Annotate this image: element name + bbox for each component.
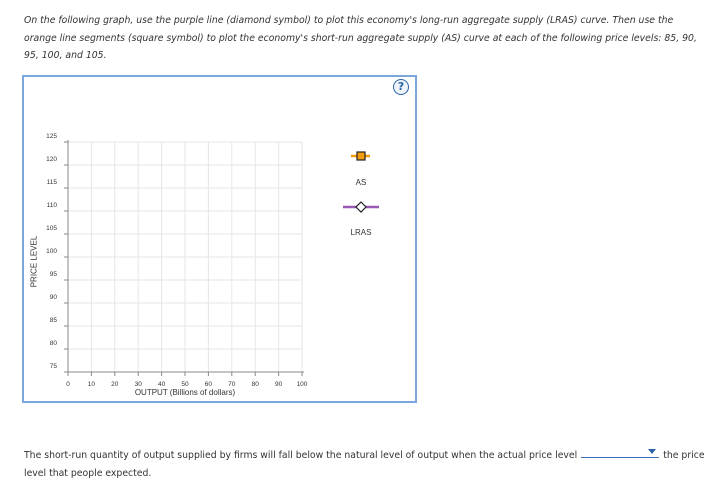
y-axis-label: PRICE LEVEL: [29, 235, 39, 288]
lras-tool-icon[interactable]: [343, 201, 379, 213]
x-tick-label: 40: [158, 381, 166, 388]
y-tick-label: 125: [46, 133, 57, 140]
y-tick-label: 75: [50, 363, 58, 370]
y-tick-label: 110: [47, 202, 58, 209]
grid: [68, 141, 303, 372]
instructions-text: On the following graph, use the purple l…: [24, 15, 697, 61]
x-tick-label: 80: [252, 381, 260, 388]
as-tool-icon[interactable]: [351, 151, 370, 161]
x-axis-label: OUTPUT (Billions of dollars): [134, 388, 236, 397]
x-tick-label: 0: [66, 381, 70, 388]
y-tick-label: 100: [46, 248, 57, 255]
question-text-before: The short-run quantity of output supplie…: [24, 450, 578, 461]
x-tick-label: 10: [88, 381, 96, 388]
axes: [64, 140, 304, 376]
x-tick-label: 50: [181, 381, 189, 388]
graph-panel[interactable]: [22, 75, 417, 403]
price-level-dropdown[interactable]: [581, 445, 660, 458]
y-tick-label: 115: [47, 179, 58, 186]
question-text-after: the price level that people expected.: [24, 450, 705, 479]
legend-label-lras: LRAS: [350, 228, 372, 237]
y-tick-label: 105: [46, 225, 57, 232]
x-tick-label: 60: [205, 381, 213, 388]
y-tick-label: 85: [50, 317, 58, 324]
help-icon[interactable]: ?: [393, 79, 409, 95]
y-tick-label: 80: [50, 340, 58, 347]
y-tick-label: 120: [46, 156, 57, 163]
x-tick-label: 70: [228, 381, 236, 388]
square-marker-icon: [356, 151, 366, 161]
x-tick-label: 90: [275, 381, 283, 388]
x-tick-label: 30: [135, 381, 143, 388]
x-tick-label: 100: [297, 381, 308, 388]
legend-label-as: AS: [355, 178, 367, 187]
y-tick-label: 95: [50, 271, 58, 278]
y-tick-label: 90: [50, 294, 58, 301]
legend: [343, 151, 379, 213]
x-tick-label: 20: [111, 381, 119, 388]
question-text: The short-run quantity of output supplie…: [24, 445, 714, 482]
chevron-down-icon[interactable]: [648, 449, 657, 454]
tick-labels: 0 10 20 30 40 50 60 70 80 90 100 75 80 85 90 95 100 105 11…: [46, 133, 308, 388]
diamond-marker-icon: [355, 201, 367, 213]
